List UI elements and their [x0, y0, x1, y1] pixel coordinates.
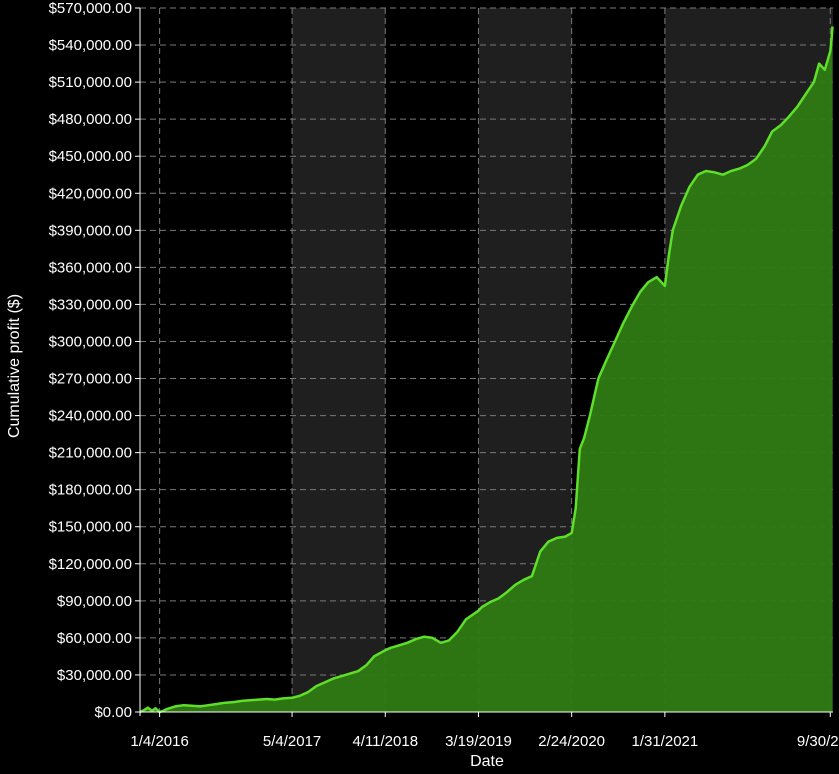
y-tick-label: $510,000.00	[49, 74, 132, 91]
y-tick-label: $420,000.00	[49, 185, 132, 202]
y-tick-label: $210,000.00	[49, 445, 132, 462]
y-axis-label: Cumulative profit ($)	[6, 294, 23, 438]
y-tick-label: $90,000.00	[57, 593, 132, 610]
x-tick-label: 1/4/2016	[130, 733, 188, 750]
x-tick-label: 5/4/2017	[263, 733, 321, 750]
y-tick-label: $360,000.00	[49, 259, 132, 276]
y-tick-label: $390,000.00	[49, 222, 132, 239]
y-tick-label: $480,000.00	[49, 111, 132, 128]
x-axis-label: Date	[470, 753, 504, 769]
y-tick-label: $240,000.00	[49, 408, 132, 425]
profit-line	[139, 26, 834, 714]
x-tick-label: 4/11/2018	[352, 733, 418, 750]
background-band	[292, 8, 386, 712]
y-tick-label: $570,000.00	[49, 0, 132, 17]
y-tick-label: $0.00	[94, 704, 132, 721]
y-tick-label: $60,000.00	[57, 630, 132, 647]
y-tick-label: $330,000.00	[49, 296, 132, 313]
x-tick-labels: 1/4/2016 5/4/2017 4/11/2018 3/19/2019 2/24/2…	[130, 733, 839, 750]
y-tick-label: $300,000.00	[49, 333, 132, 350]
y-tick-label: $450,000.00	[49, 148, 132, 165]
y-tick-label: $150,000.00	[49, 519, 132, 536]
profit-area	[140, 26, 833, 712]
y-tick-label: $540,000.00	[49, 37, 132, 54]
y-tick-labels: $0.00 $30,000.00 $60,000.00 $90,000.00 $120,…	[49, 0, 132, 721]
x-tick-label: 3/19/2019	[445, 733, 512, 750]
x-tick-label: 1/31/2021	[631, 733, 698, 750]
y-tick-label: $180,000.00	[49, 482, 132, 499]
y-tick-label: $120,000.00	[49, 556, 132, 573]
y-tick-label: $270,000.00	[49, 371, 132, 388]
x-tick-label: 9/30/2022	[797, 733, 839, 750]
axes	[135, 7, 833, 717]
x-tick-label: 2/24/2020	[538, 733, 605, 750]
y-tick-label: $30,000.00	[57, 667, 132, 684]
